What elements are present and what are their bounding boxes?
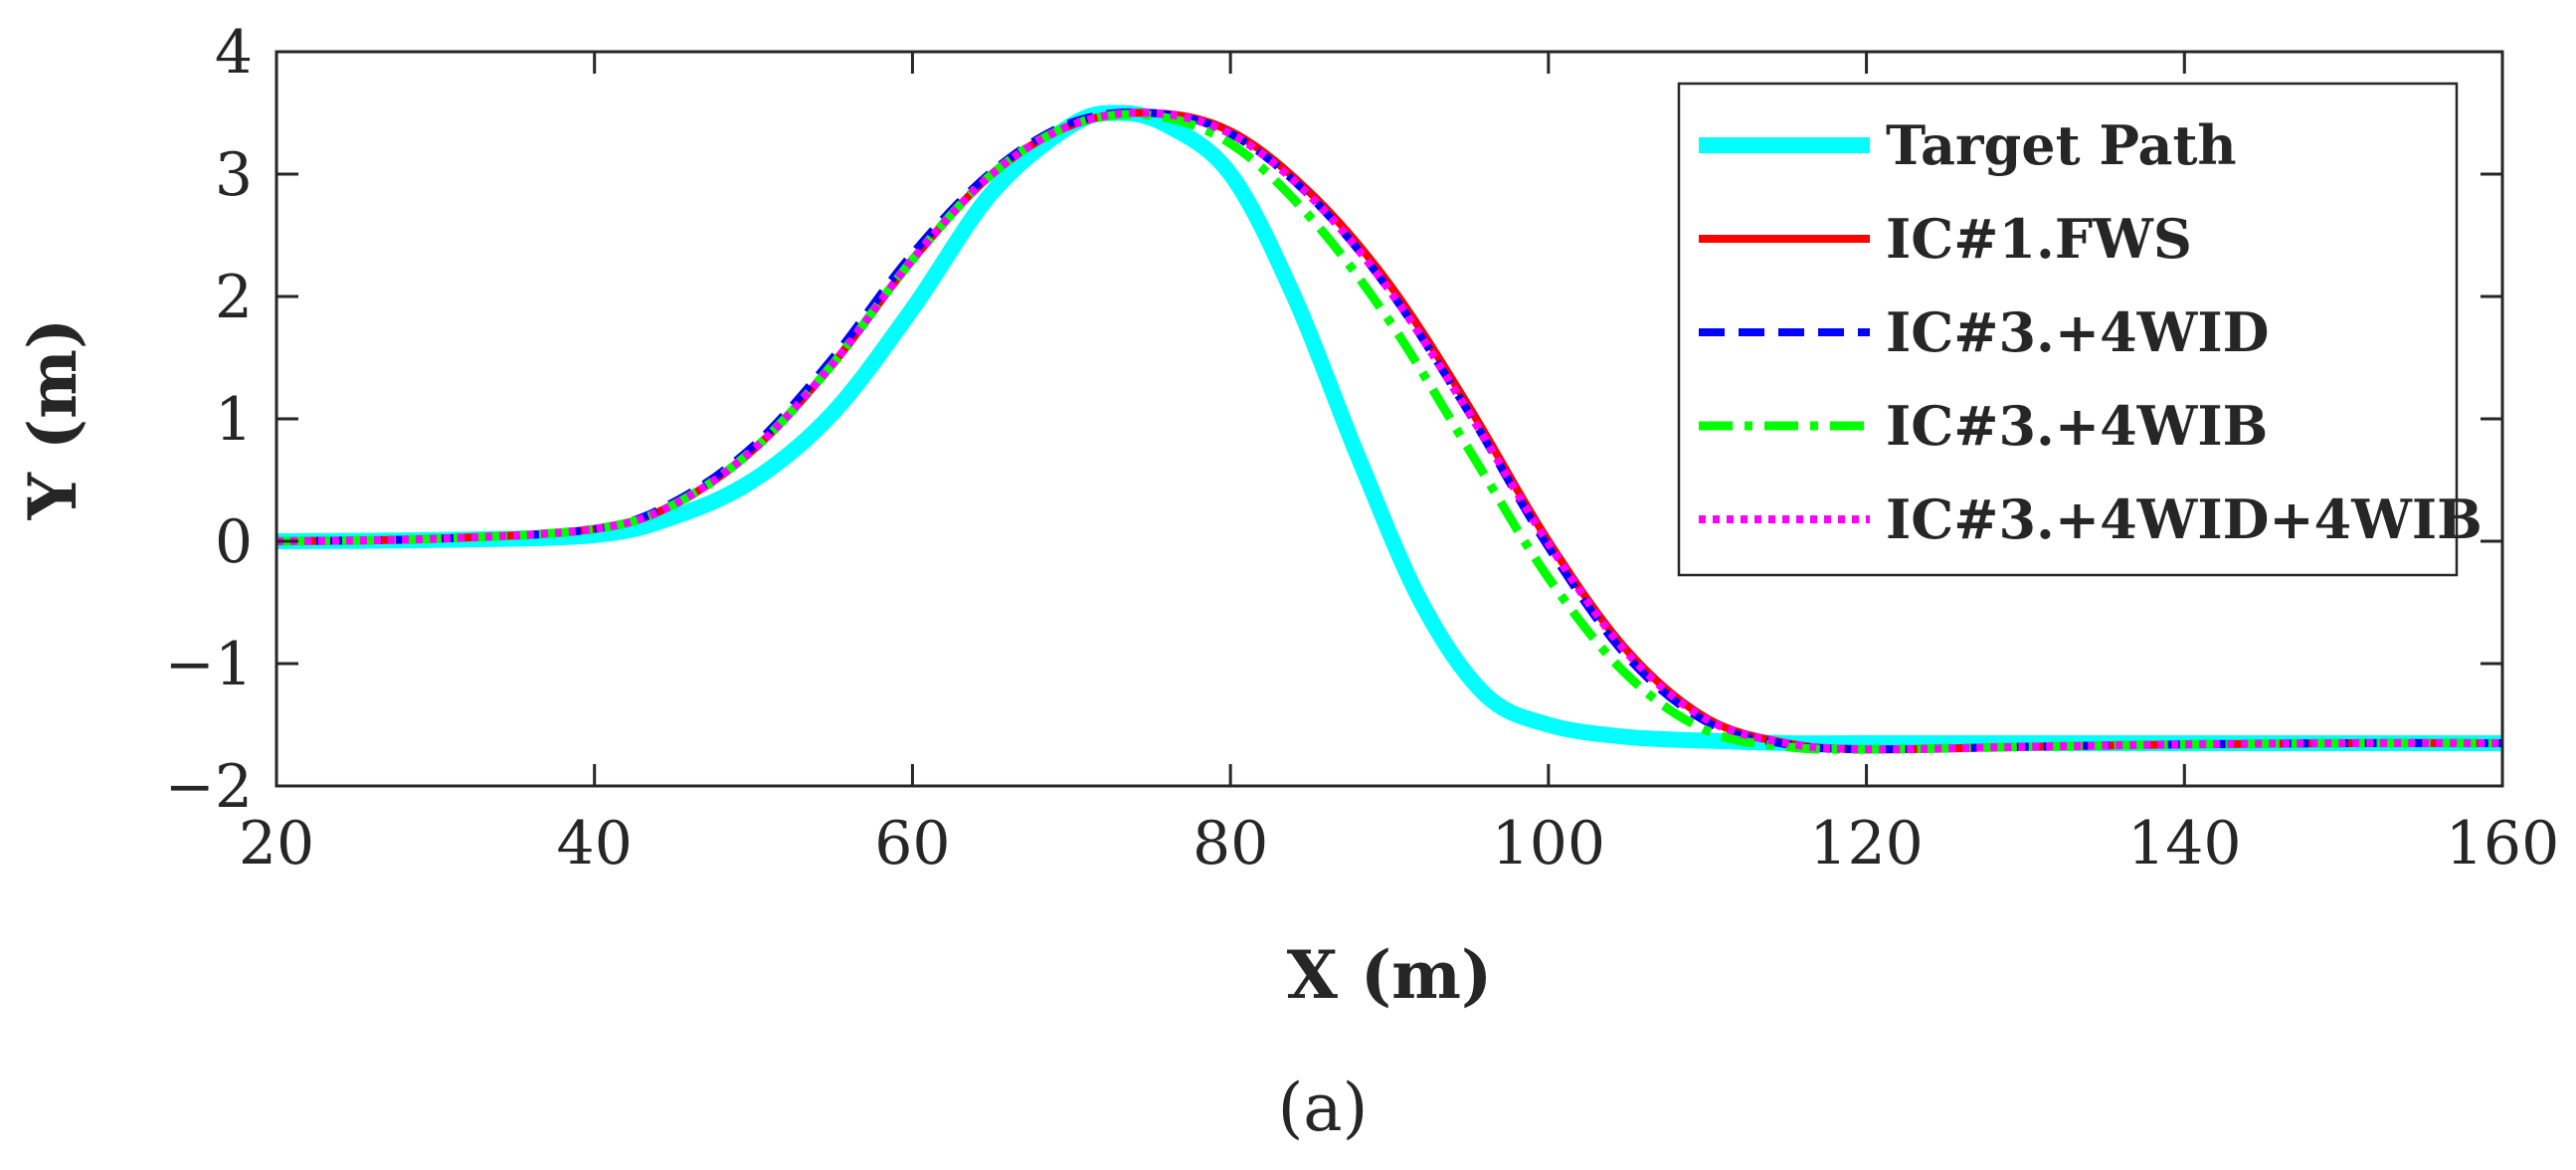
y-tick-label: 4 bbox=[215, 18, 253, 88]
legend-label-3: IC#3.+4WID bbox=[1886, 300, 2269, 364]
x-tick-label: 80 bbox=[1193, 809, 1268, 878]
series-line-1 bbox=[276, 104, 2502, 752]
x-tick-label: 120 bbox=[1809, 809, 1924, 878]
legend: Target Path IC#1.FWS IC#3.+4WID IC#3.+4WIB I… bbox=[1677, 82, 2483, 577]
legend-label-2: IC#1.FWS bbox=[1886, 207, 2192, 271]
y-tick-label: 0 bbox=[215, 507, 253, 577]
x-tick-label: 160 bbox=[2446, 809, 2560, 878]
y-tick-label: 3 bbox=[215, 140, 253, 210]
x-tick-label: 40 bbox=[557, 809, 633, 878]
x-tick-label: 140 bbox=[2127, 809, 2242, 878]
x-tick-label: 20 bbox=[239, 809, 314, 878]
x-tick-label: 60 bbox=[874, 809, 950, 878]
y-tick-label: −2 bbox=[165, 752, 253, 822]
ticks-layer: 20 40 60 80 100 120 140 160 −2 −1 0 1 2 3 4 bbox=[165, 18, 2560, 878]
legend-label-4: IC#3.+4WIB bbox=[1886, 394, 2268, 458]
y-tick-label: −1 bbox=[165, 630, 253, 699]
series-line-5 bbox=[276, 108, 2502, 754]
series-layer bbox=[276, 104, 2502, 754]
x-axis-title: X (m) bbox=[1287, 936, 1492, 1014]
x-tick-label: 100 bbox=[1492, 809, 1606, 878]
y-axis-title: Y (m) bbox=[14, 318, 92, 520]
legend-box bbox=[1677, 82, 2459, 577]
y-tick-label: 2 bbox=[215, 263, 253, 332]
y-tick-label: 1 bbox=[215, 385, 253, 455]
figure-caption: (a) bbox=[1278, 1070, 1369, 1146]
legend-label-5: IC#3.+4WID+4WIB bbox=[1886, 488, 2483, 551]
legend-label-1: Target Path bbox=[1886, 113, 2237, 177]
